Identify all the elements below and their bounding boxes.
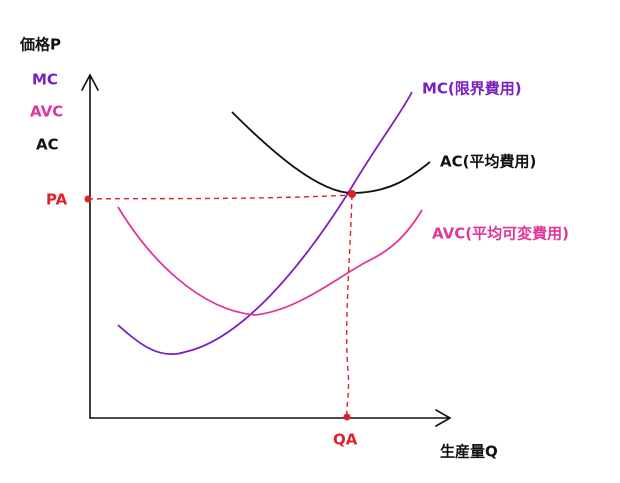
legend-mc: MC xyxy=(32,71,58,89)
quantity-guide xyxy=(345,194,353,417)
mc-curve xyxy=(117,91,413,356)
avc-label: AVC(平均可変費用) xyxy=(432,225,569,243)
x-axis-label: 生産量Q xyxy=(440,443,498,461)
price-dot xyxy=(84,195,92,203)
axes xyxy=(81,73,452,427)
y-axis-label: 価格P xyxy=(19,36,61,54)
quantity-label: QA xyxy=(333,431,358,449)
quantity-dot xyxy=(343,413,351,421)
x-axis xyxy=(89,409,452,427)
avc-curve xyxy=(117,206,423,316)
mc-label: MC(限界費用) xyxy=(422,80,522,98)
price-label: PA xyxy=(46,191,68,209)
ac-curve xyxy=(231,111,431,194)
price-guide xyxy=(87,194,353,200)
ac-label: AC(平均費用) xyxy=(440,153,536,171)
y-axis xyxy=(81,73,99,419)
legend-avc: AVC xyxy=(30,103,63,121)
equilibrium-dot xyxy=(348,190,356,198)
legend-ac: AC xyxy=(36,136,59,154)
